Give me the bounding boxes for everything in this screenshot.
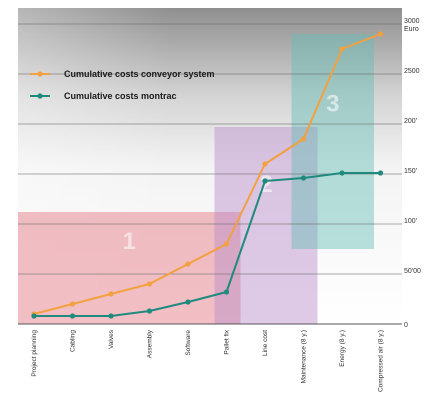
y-tick-label: 3000 xyxy=(404,18,420,25)
data-point-1-2 xyxy=(69,301,76,307)
data-point-2-3 xyxy=(108,313,114,319)
y-tick-label: 0 xyxy=(404,322,408,329)
x-tick-label: Line cost xyxy=(262,330,269,356)
phase-label-1: 1 xyxy=(123,228,136,255)
y-tick-label: 150' xyxy=(404,168,417,175)
legend-label-1: Cumulative costs conveyor system xyxy=(64,69,215,79)
x-tick-label: Pallet fix xyxy=(224,329,231,354)
y-tick-label: 2500 xyxy=(404,68,420,75)
data-point-1-7 xyxy=(262,161,268,167)
y-tick-label: 100' xyxy=(404,218,417,225)
data-point-2-8 xyxy=(300,175,307,181)
data-point-1-5 xyxy=(185,261,191,267)
y-unit-label: Euro xyxy=(404,26,419,33)
x-tick-label: Software xyxy=(185,330,192,356)
data-point-1-8 xyxy=(300,136,307,142)
x-tick-label: Energy (8 y.) xyxy=(339,330,346,367)
x-tick-label: Compressed air (8 y.) xyxy=(378,330,385,392)
x-tick-label: Assembly xyxy=(147,329,154,358)
data-point-2-10 xyxy=(377,170,384,176)
data-point-1-9 xyxy=(339,46,345,52)
data-point-2-7 xyxy=(262,178,268,184)
data-point-2-5 xyxy=(185,299,191,305)
data-point-2-9 xyxy=(339,170,345,176)
x-tick-label: Cabling xyxy=(70,330,77,352)
legend-label-2: Cumulative costs montrac xyxy=(64,91,177,101)
legend-swatch-marker-2 xyxy=(37,93,43,99)
x-tick-label: Project planning xyxy=(31,330,38,377)
phase-label-2: 2 xyxy=(259,171,272,198)
x-tick-label: Maintenance (8 y.) xyxy=(301,330,308,383)
phase-box-2 xyxy=(214,127,318,324)
x-tick-label: Valves xyxy=(108,329,115,349)
data-point-2-6 xyxy=(223,289,230,295)
data-point-2-1 xyxy=(31,313,37,319)
y-tick-label: 200' xyxy=(404,118,417,125)
legend-swatch-marker-1 xyxy=(37,71,43,77)
data-point-2-2 xyxy=(69,313,76,319)
data-point-2-4 xyxy=(146,308,153,314)
series-line-2 xyxy=(34,172,381,317)
data-point-1-10 xyxy=(377,31,384,37)
phase-box-1 xyxy=(18,212,241,324)
data-point-1-3 xyxy=(108,291,114,297)
data-point-1-6 xyxy=(223,241,230,247)
phase-label-3: 3 xyxy=(326,90,339,117)
series-line-1 xyxy=(33,33,381,315)
y-tick-label: 50'00 xyxy=(404,268,421,275)
data-point-1-4 xyxy=(146,281,153,287)
